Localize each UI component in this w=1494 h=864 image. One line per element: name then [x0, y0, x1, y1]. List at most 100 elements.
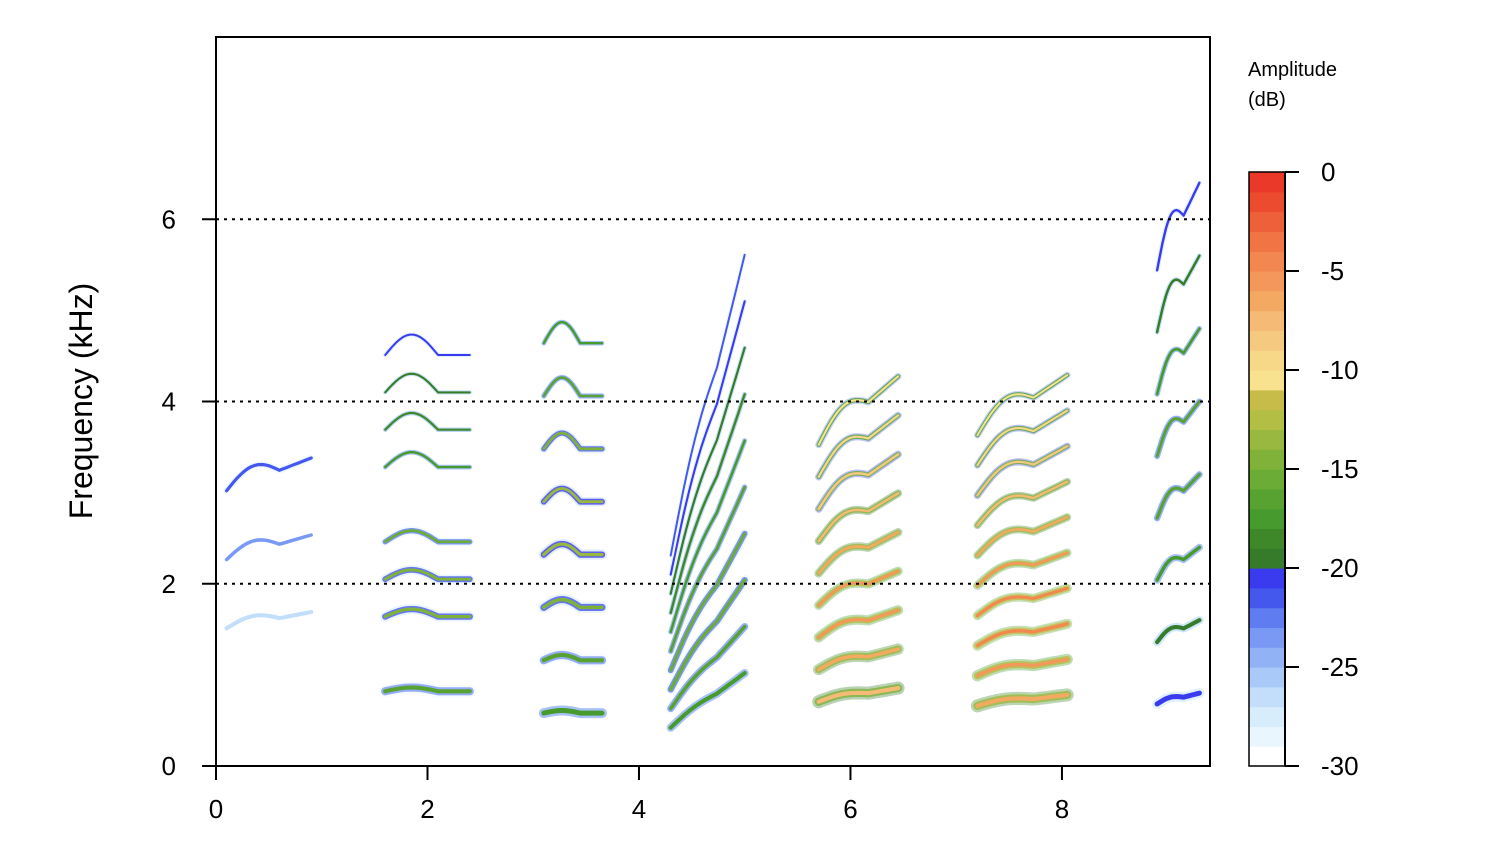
harmonic-band	[669, 578, 747, 692]
colorbar: 0 -5 -10 -15 -20 -25 -30	[1248, 157, 1359, 781]
harmonic-band	[542, 431, 604, 451]
colorbar-tick-label: -5	[1321, 256, 1344, 286]
colorbar-band	[1249, 686, 1285, 708]
x-tick-label: 6	[843, 794, 857, 824]
harmonic-band	[669, 393, 746, 615]
colorbar-band	[1249, 191, 1285, 213]
call-4	[664, 251, 752, 735]
harmonic-band	[976, 480, 1069, 527]
harmonic-trace	[539, 373, 606, 400]
colorbar-band	[1249, 350, 1285, 371]
harmonic-trace	[535, 702, 610, 722]
harmonic-band	[1154, 690, 1202, 707]
call-5	[812, 373, 905, 709]
colorbar-band	[1249, 568, 1285, 589]
harmonic-band	[669, 485, 747, 653]
harmonic-band	[1155, 181, 1201, 272]
harmonic-band	[817, 375, 900, 446]
harmonic-trace	[1151, 541, 1206, 586]
harmonic-band	[975, 586, 1069, 618]
harmonic-trace	[381, 331, 474, 359]
call-2	[378, 331, 477, 698]
colorbar-band	[1249, 548, 1285, 569]
harmonic-trace	[538, 539, 608, 560]
harmonic-trace	[813, 643, 904, 676]
harmonic-band	[817, 608, 900, 640]
harmonic-trace	[974, 371, 1071, 439]
harmonic-band	[383, 568, 472, 581]
colorbar-band	[1249, 488, 1285, 510]
colorbar-band	[1249, 310, 1285, 331]
harmonic-band	[976, 515, 1069, 557]
colorbar-band	[1249, 251, 1285, 272]
harmonic-trace	[971, 653, 1073, 682]
colorbar-band	[1249, 587, 1285, 609]
colorbar-band	[1249, 627, 1285, 648]
harmonic-band	[669, 300, 746, 576]
harmonic-band	[669, 346, 746, 595]
call-6	[970, 371, 1074, 713]
colorbar-band	[1249, 172, 1285, 193]
harmonic-band	[975, 657, 1069, 678]
colorbar-title-line2: (dB)	[1248, 89, 1286, 111]
harmonic-trace	[667, 344, 749, 598]
harmonic-band	[383, 685, 472, 694]
harmonic-trace	[540, 318, 606, 347]
colorbar-band	[1249, 449, 1285, 470]
harmonic-trace	[539, 484, 607, 507]
harmonic-band	[542, 542, 604, 557]
harmonic-band	[224, 609, 314, 631]
colorbar-band	[1249, 231, 1285, 252]
harmonic-band	[1155, 400, 1201, 458]
harmonic-trace	[665, 620, 751, 715]
harmonic-band	[1155, 327, 1201, 396]
harmonic-trace	[666, 529, 750, 675]
harmonic-trace	[973, 442, 1071, 499]
harmonic-band	[976, 409, 1069, 467]
colorbar-band	[1249, 607, 1285, 628]
harmonic-trace	[667, 251, 748, 559]
colorbar-band	[1249, 647, 1285, 668]
harmonic-trace	[381, 448, 474, 471]
harmonic-trace	[380, 526, 475, 547]
call-7	[1149, 179, 1208, 712]
y-tick-label: 6	[162, 204, 176, 234]
harmonic-trace	[814, 450, 902, 513]
colorbar-band	[1249, 746, 1285, 767]
harmonic-trace	[220, 605, 318, 635]
harmonic-trace	[666, 436, 749, 636]
colorbar-band	[1249, 508, 1285, 529]
harmonic-band	[541, 708, 605, 716]
colorbar-band	[1249, 290, 1285, 312]
harmonic-band	[669, 532, 747, 672]
colorbar-band	[1249, 211, 1285, 232]
y-axis-title: Frequency (kHz)	[63, 283, 99, 520]
harmonic-band	[975, 692, 1070, 708]
colorbar-band	[1249, 370, 1285, 391]
harmonic-trace	[1152, 469, 1205, 524]
harmonic-trace	[666, 482, 749, 656]
reference-lines	[216, 218, 1210, 585]
colorbar-tick-label: 0	[1321, 157, 1335, 187]
harmonic-band	[384, 333, 471, 356]
harmonic-band	[976, 551, 1069, 587]
harmonic-trace	[666, 390, 749, 617]
x-tick-label: 4	[632, 794, 646, 824]
colorbar-band	[1249, 389, 1285, 411]
harmonic-band	[542, 321, 604, 345]
harmonic-trace	[812, 681, 905, 709]
harmonic-trace	[221, 452, 317, 496]
harmonic-trace	[538, 593, 608, 614]
harmonic-trace	[667, 297, 749, 578]
harmonic-band	[668, 671, 747, 730]
colorbar-band	[1249, 469, 1285, 490]
harmonic-trace	[1149, 685, 1208, 712]
x-axis: 0 2 4 6 8	[209, 765, 1069, 824]
y-tick-label: 4	[162, 387, 176, 417]
colorbar-band	[1249, 271, 1285, 292]
harmonic-band	[384, 411, 471, 431]
harmonic-band	[976, 374, 1069, 437]
harmonic-trace	[814, 489, 903, 546]
harmonic-trace	[814, 566, 903, 610]
harmonic-band	[383, 529, 472, 544]
